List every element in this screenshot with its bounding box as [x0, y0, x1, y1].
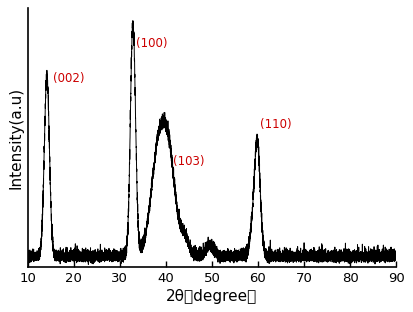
Text: (110): (110)	[260, 118, 292, 131]
Text: (100): (100)	[136, 37, 167, 50]
X-axis label: 2θ（degree）: 2θ（degree）	[166, 289, 258, 304]
Text: (002): (002)	[53, 71, 84, 85]
Y-axis label: Intensity(a.u): Intensity(a.u)	[8, 86, 23, 188]
Text: (103): (103)	[173, 155, 204, 168]
